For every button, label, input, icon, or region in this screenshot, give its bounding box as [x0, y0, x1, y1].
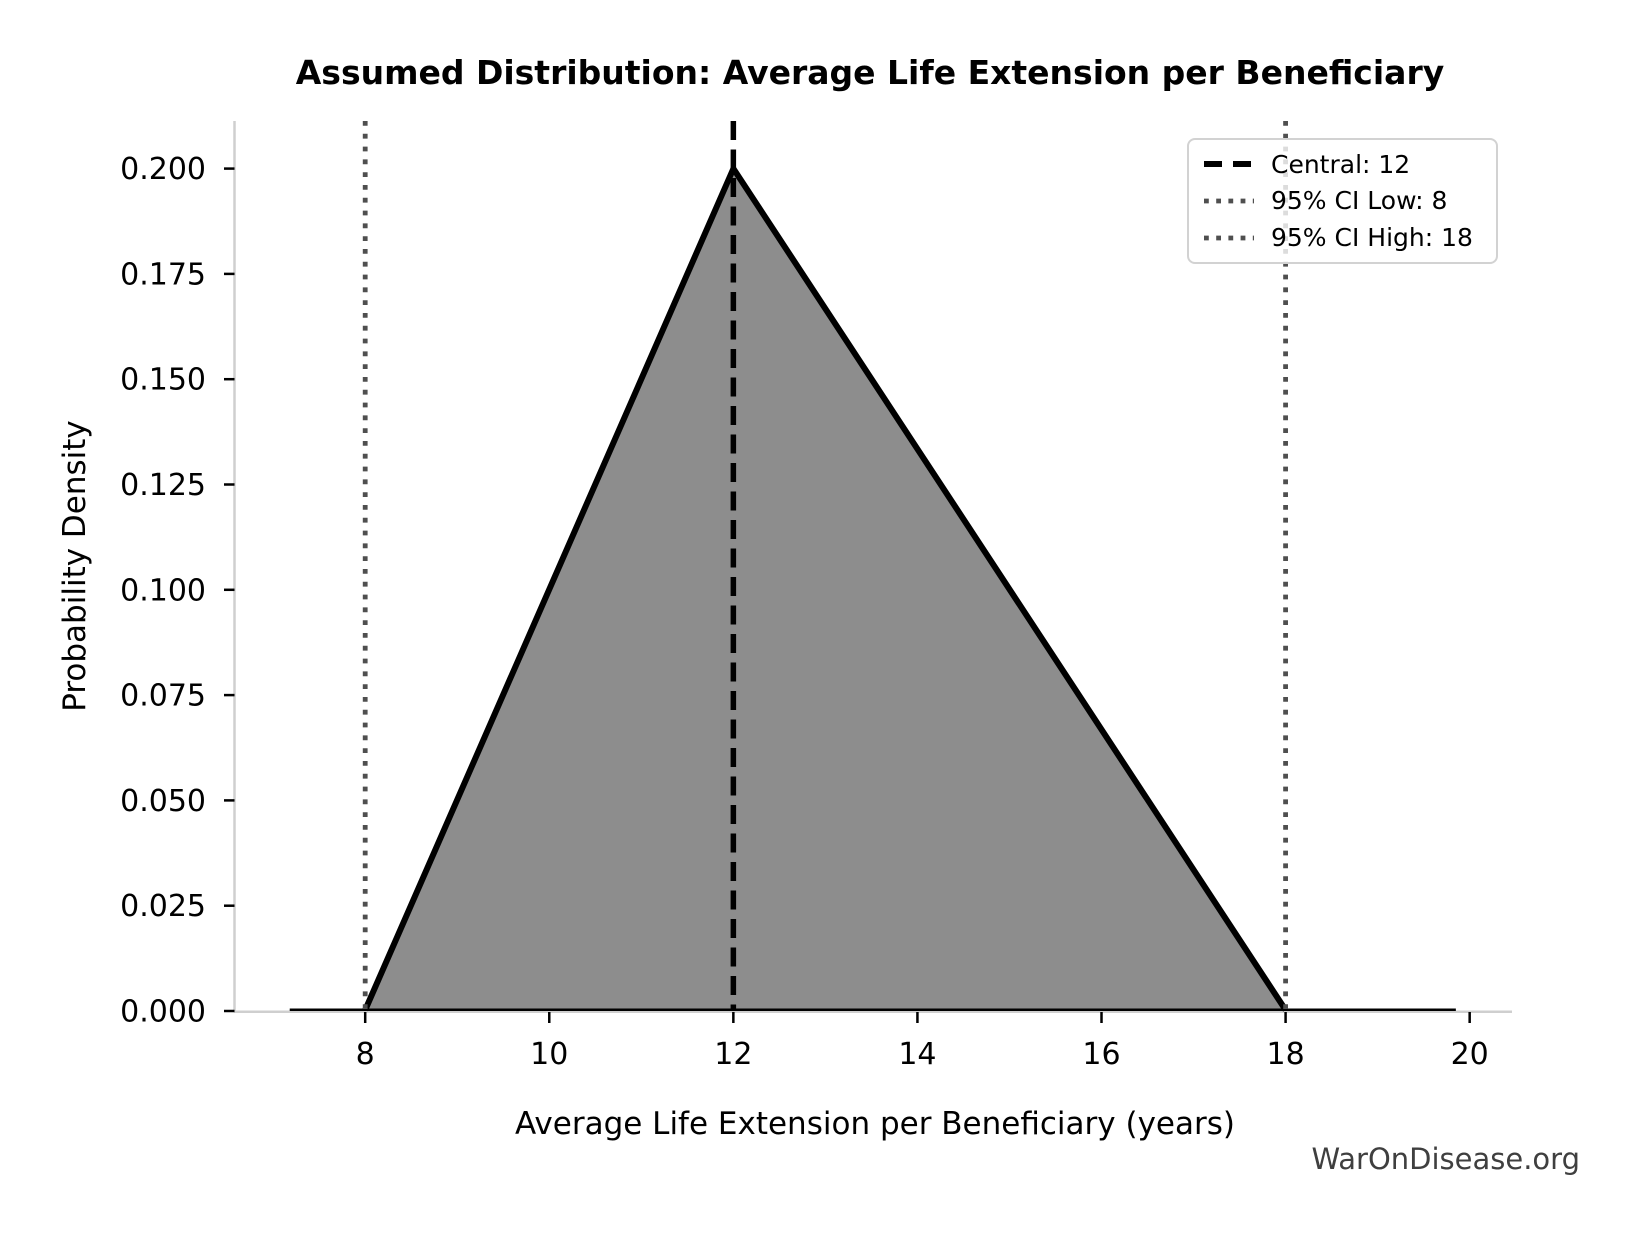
dashed-line-sample	[1204, 161, 1254, 168]
legend-item-central: Central: 12	[1203, 150, 1482, 179]
y-tick-label: 0.200	[120, 152, 206, 187]
dotted-line-sample	[1204, 235, 1254, 241]
density-outline	[362, 162, 1289, 1012]
y-tick-label: 0.075	[120, 679, 206, 714]
x-tick-label: 16	[1082, 1037, 1120, 1072]
watermark: WarOnDisease.org	[1311, 1142, 1580, 1176]
legend-item-ci-low: 95% CI Low: 8	[1203, 186, 1482, 215]
legend-label: Central: 12	[1271, 149, 1411, 179]
legend-label: 95% CI Low: 8	[1271, 186, 1448, 216]
legend: Central: 12 95% CI Low: 8 95% CI High: 1…	[1187, 138, 1498, 264]
legend-label: 95% CI High: 18	[1271, 223, 1473, 253]
x-tick-label: 20	[1451, 1037, 1489, 1072]
x-tick-label: 8	[356, 1037, 375, 1072]
y-tick-label: 0.100	[120, 573, 206, 608]
y-tick-label: 0.150	[120, 363, 206, 398]
legend-item-ci-high: 95% CI High: 18	[1203, 223, 1482, 252]
y-tick-label: 0.175	[120, 257, 206, 292]
x-tick-label: 10	[530, 1037, 568, 1072]
triangle-fill	[365, 168, 1286, 1011]
x-tick-label: 18	[1266, 1037, 1304, 1072]
y-tick-label: 0.050	[120, 784, 206, 819]
chart-title: Assumed Distribution: Average Life Exten…	[295, 53, 1445, 92]
y-tick-label: 0.025	[120, 889, 206, 924]
dotted-line-sample	[1204, 198, 1254, 204]
y-tick-label: 0.000	[120, 995, 206, 1030]
x-axis-label: Average Life Extension per Beneficiary (…	[515, 1106, 1235, 1142]
x-tick-label: 12	[714, 1037, 752, 1072]
y-tick-label: 0.125	[120, 468, 206, 503]
x-tick-label: 14	[898, 1037, 936, 1072]
